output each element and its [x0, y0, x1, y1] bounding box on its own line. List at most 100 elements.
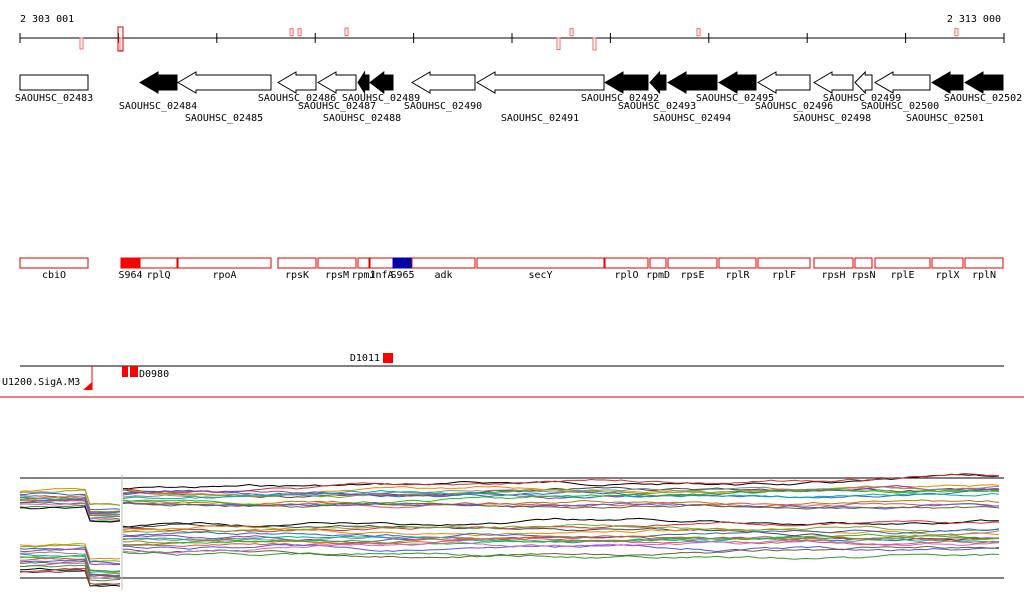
locus-label: SAOUHSC_02490: [404, 101, 482, 112]
gene-arrow: [757, 71, 811, 94]
gene-label: rpsH: [821, 270, 845, 281]
gene-arrow: [667, 71, 718, 94]
track-line: [19, 504, 121, 522]
gene-box: [757, 257, 811, 269]
gene-arrow: [813, 71, 854, 94]
locus-label: SAOUHSC_02488: [323, 113, 401, 124]
gene-label: rplX: [935, 270, 959, 281]
gene-label: rpsN: [851, 270, 875, 281]
gene-arrow: [317, 71, 357, 94]
ruler-end: 2 313 000: [947, 14, 1001, 25]
track-line: [122, 539, 1000, 554]
gene-arrow: [357, 70, 370, 95]
gene-box: [874, 257, 931, 269]
gene-box: [854, 257, 873, 269]
gene-label: cbiO: [42, 270, 66, 281]
track-line: [19, 570, 121, 587]
gene-label: rplO: [614, 270, 638, 281]
track-line: [19, 564, 121, 582]
gene-arrow: [277, 71, 317, 94]
track-line: [19, 548, 120, 566]
gene-arrow: [874, 71, 931, 94]
gene-arrow: [854, 70, 873, 95]
gene-box: [317, 257, 357, 269]
locus-label: SAOUHSC_02483: [15, 93, 93, 104]
ruler-mark: [289, 28, 294, 37]
track-line: [122, 520, 1000, 533]
promoter-mark: [83, 382, 92, 390]
gene-arrow: [411, 71, 476, 94]
locus-label: SAOUHSC_02489: [342, 93, 420, 104]
gene-box: [667, 257, 718, 269]
ruler-mark: [117, 26, 124, 52]
gene-box: [139, 257, 178, 269]
gene-label: infA: [369, 270, 393, 281]
locus-label: SAOUHSC_02498: [793, 113, 871, 124]
locus-label: SAOUHSC_02492: [581, 93, 659, 104]
gene-label: secY: [528, 270, 552, 281]
gene-arrow: [19, 74, 89, 91]
terminator-box: [383, 353, 393, 363]
locus-label: SAOUHSC_02486: [258, 93, 336, 104]
track-line: [122, 544, 1000, 553]
locus-label: SAOUHSC_02495: [696, 93, 774, 104]
ruler-start: 2 303 001: [20, 14, 74, 25]
track-line: [19, 544, 121, 562]
track-line: [122, 484, 1000, 500]
terminator-label: D1011: [350, 353, 380, 364]
locus-label: SAOUHSC_02485: [185, 113, 263, 124]
track-line: [19, 567, 121, 585]
gene-label: rplQ: [146, 270, 170, 281]
operon-box: [130, 366, 138, 377]
gene-box: [369, 257, 394, 269]
gene-label: rpsE: [680, 270, 704, 281]
gene-label: rpmJ: [351, 270, 375, 281]
ruler-mark: [696, 28, 701, 37]
track-line: [122, 533, 1000, 546]
ruler-mark: [954, 28, 959, 37]
track-line: [19, 567, 121, 587]
gene-box: [964, 257, 1004, 269]
track-line: [19, 495, 121, 513]
locus-label: SAOUHSC_02501: [906, 113, 984, 124]
ruler-mark: [569, 28, 574, 37]
gene-arrow: [718, 71, 757, 94]
locus-label: SAOUHSC_02496: [755, 101, 833, 112]
ruler-mark: [79, 37, 84, 50]
gene-box: [813, 257, 854, 269]
locus-label: SAOUHSC_02493: [618, 101, 696, 112]
ruler-mark: [344, 27, 349, 36]
gene-label: S965: [390, 270, 414, 281]
locus-label: SAOUHSC_02502: [944, 93, 1022, 104]
track-line: [122, 530, 1000, 543]
gene-box: [357, 257, 370, 269]
gene-arrow: [369, 70, 394, 95]
gene-label: rplE: [890, 270, 914, 281]
gene-label: adk: [434, 270, 452, 281]
track-line: [122, 501, 1000, 510]
gene-box: [604, 257, 649, 269]
track-line: [19, 498, 121, 514]
operon-label: D0980: [139, 369, 169, 380]
gene-label: rpsM: [325, 270, 349, 281]
track-line: [122, 537, 1000, 547]
track-line: [19, 489, 121, 506]
track-line: [19, 492, 121, 511]
track-line: [122, 523, 1000, 533]
track-line: [19, 543, 121, 560]
gene-arrow: [931, 71, 964, 94]
track-line: [19, 503, 121, 521]
locus-label: SAOUHSC_02491: [501, 113, 579, 124]
gene-label: rplF: [772, 270, 796, 281]
gene-arrow: [604, 71, 649, 94]
track-line: [122, 551, 1000, 560]
track-line: [122, 499, 1000, 508]
locus-label: SAOUHSC_02487: [298, 101, 376, 112]
gene-box: [392, 257, 413, 269]
gene-box: [476, 257, 605, 269]
gene-arrow: [649, 70, 667, 95]
gene-box: [19, 257, 89, 269]
gene-label: rplN: [972, 270, 996, 281]
gene-box: [177, 257, 272, 269]
